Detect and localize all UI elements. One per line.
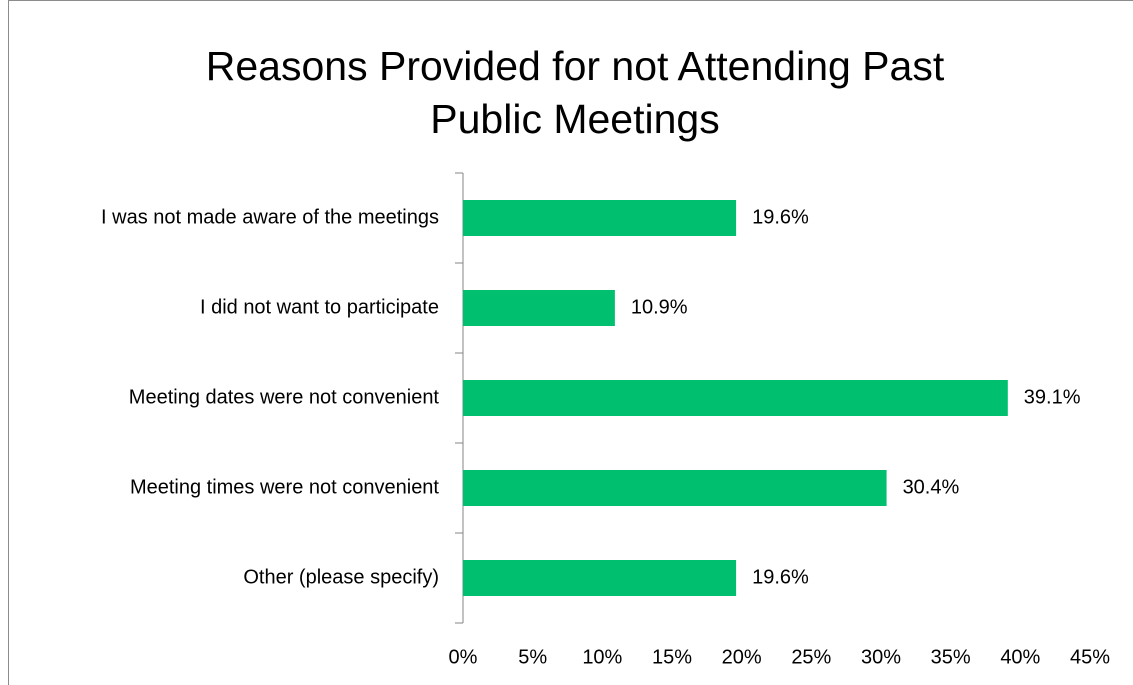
y-tick-label: Other (please specify) (243, 566, 439, 588)
bar (463, 200, 737, 236)
value-label: 19.6% (752, 566, 809, 588)
y-tick-label: Meeting times were not convenient (130, 476, 439, 498)
x-tick-label: 25% (791, 646, 831, 668)
x-tick-label: 10% (582, 646, 622, 668)
value-label: 10.9% (631, 296, 688, 318)
x-tick-label: 35% (931, 646, 971, 668)
title-wrap: Reasons Provided for not Attending Past … (0, 40, 1133, 146)
value-label: 30.4% (903, 476, 960, 498)
y-tick-label: Meeting dates were not convenient (129, 386, 440, 408)
chart-title: Reasons Provided for not Attending Past … (205, 43, 945, 142)
value-label: 19.6% (752, 206, 809, 228)
x-tick-label: 40% (1000, 646, 1040, 668)
x-tick-label: 15% (652, 646, 692, 668)
x-tick-label: 20% (722, 646, 762, 668)
x-tick-label: 30% (861, 646, 901, 668)
chart-border (8, 0, 1133, 685)
value-label: 39.1% (1024, 386, 1081, 408)
x-tick-label: 0% (449, 646, 478, 668)
x-tick-label: 5% (518, 646, 547, 668)
y-tick-label: I was not made aware of the meetings (101, 206, 439, 228)
bar (463, 560, 737, 596)
bar (463, 380, 1008, 416)
y-tick-label: I did not want to participate (200, 296, 439, 318)
bar (463, 470, 887, 506)
bar (463, 290, 615, 326)
x-tick-label: 45% (1070, 646, 1110, 668)
